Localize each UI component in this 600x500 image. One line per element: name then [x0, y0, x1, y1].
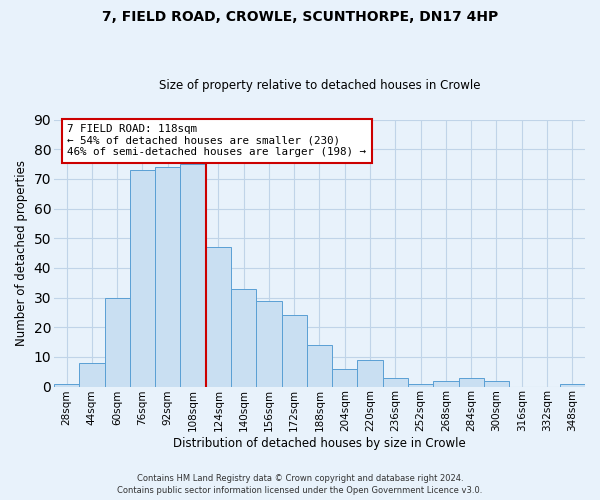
Bar [332, 368, 358, 386]
Bar [54, 384, 79, 386]
Bar [307, 345, 332, 387]
Bar [484, 380, 509, 386]
Bar [231, 288, 256, 386]
Bar [130, 170, 155, 386]
Title: Size of property relative to detached houses in Crowle: Size of property relative to detached ho… [159, 79, 480, 92]
Bar [358, 360, 383, 386]
Bar [281, 316, 307, 386]
Bar [79, 363, 104, 386]
Bar [433, 380, 458, 386]
Text: 7, FIELD ROAD, CROWLE, SCUNTHORPE, DN17 4HP: 7, FIELD ROAD, CROWLE, SCUNTHORPE, DN17 … [102, 10, 498, 24]
Bar [256, 300, 281, 386]
Text: Contains HM Land Registry data © Crown copyright and database right 2024.
Contai: Contains HM Land Registry data © Crown c… [118, 474, 482, 495]
Bar [458, 378, 484, 386]
Bar [383, 378, 408, 386]
Bar [408, 384, 433, 386]
Bar [104, 298, 130, 386]
Bar [560, 384, 585, 386]
X-axis label: Distribution of detached houses by size in Crowle: Distribution of detached houses by size … [173, 437, 466, 450]
Text: 7 FIELD ROAD: 118sqm
← 54% of detached houses are smaller (230)
46% of semi-deta: 7 FIELD ROAD: 118sqm ← 54% of detached h… [67, 124, 366, 157]
Bar [155, 167, 181, 386]
Bar [181, 164, 206, 386]
Y-axis label: Number of detached properties: Number of detached properties [15, 160, 28, 346]
Bar [206, 247, 231, 386]
